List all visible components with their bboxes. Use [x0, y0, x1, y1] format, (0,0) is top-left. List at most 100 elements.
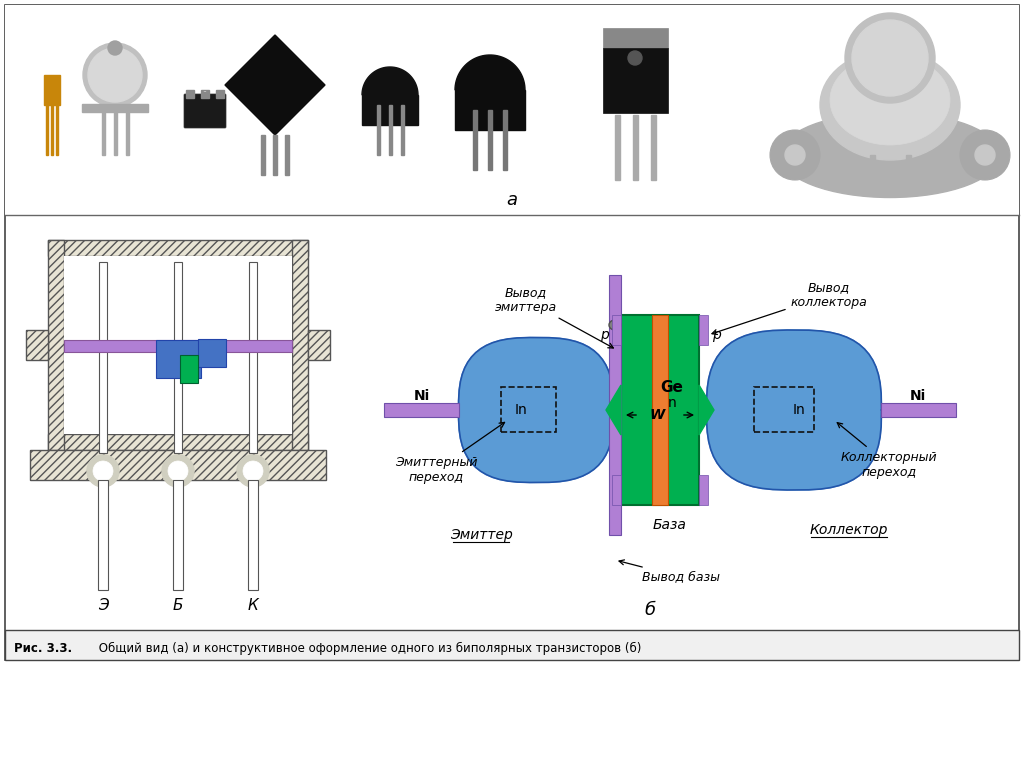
Bar: [48, 240, 308, 256]
Bar: [473, 110, 477, 170]
Bar: [699, 475, 708, 505]
Bar: [48, 434, 308, 450]
Text: In: In: [793, 403, 805, 417]
Text: Б: Б: [173, 597, 183, 613]
Text: К: К: [248, 597, 258, 613]
Polygon shape: [455, 55, 525, 90]
Text: Ni: Ni: [910, 389, 926, 403]
Bar: [5, 5, 1019, 215]
Text: In: In: [515, 403, 527, 417]
Bar: [82, 104, 148, 112]
Bar: [156, 340, 201, 378]
Polygon shape: [459, 337, 613, 482]
Bar: [905, 155, 910, 190]
Bar: [362, 95, 418, 125]
Bar: [621, 315, 699, 505]
Bar: [501, 387, 556, 432]
Circle shape: [87, 455, 119, 487]
Bar: [48, 240, 63, 450]
Bar: [488, 110, 492, 170]
Bar: [48, 240, 63, 450]
Text: WLs: WLs: [198, 75, 213, 84]
Polygon shape: [362, 67, 418, 95]
Polygon shape: [606, 385, 621, 435]
Circle shape: [93, 461, 113, 481]
Bar: [609, 275, 621, 535]
Circle shape: [852, 20, 928, 96]
Bar: [126, 112, 128, 155]
Bar: [308, 330, 330, 360]
Bar: [114, 112, 117, 155]
Text: Коллекторный
переход: Коллекторный переход: [838, 423, 937, 479]
Text: p: p: [712, 328, 720, 342]
Bar: [273, 135, 278, 175]
Polygon shape: [225, 35, 325, 135]
Bar: [174, 262, 182, 453]
Circle shape: [961, 130, 1010, 180]
Polygon shape: [707, 330, 882, 490]
Text: Эмиттерный
переход: Эмиттерный переход: [394, 423, 505, 484]
Bar: [63, 256, 292, 434]
Bar: [26, 330, 48, 360]
Bar: [699, 315, 708, 345]
Text: p: p: [600, 328, 608, 342]
Ellipse shape: [820, 50, 961, 160]
Circle shape: [628, 51, 642, 65]
Bar: [46, 105, 48, 155]
Text: Вывод базы: Вывод базы: [620, 560, 720, 584]
Bar: [603, 28, 668, 48]
Text: а: а: [507, 191, 517, 209]
Polygon shape: [699, 385, 714, 435]
Bar: [201, 90, 209, 98]
Text: W: W: [649, 408, 665, 422]
Bar: [455, 90, 525, 130]
Bar: [30, 450, 326, 480]
FancyBboxPatch shape: [184, 94, 226, 128]
Text: Э: Э: [97, 597, 109, 613]
Bar: [650, 115, 655, 180]
Bar: [248, 480, 258, 590]
Circle shape: [785, 145, 805, 165]
Circle shape: [243, 461, 263, 481]
Bar: [388, 105, 391, 155]
Bar: [249, 262, 257, 453]
Text: Ni: Ni: [414, 389, 430, 403]
Ellipse shape: [830, 55, 950, 145]
Bar: [5, 630, 1019, 660]
Bar: [216, 90, 224, 98]
Bar: [377, 105, 380, 155]
Bar: [198, 339, 226, 367]
Bar: [44, 75, 60, 105]
Bar: [308, 330, 330, 360]
Bar: [612, 315, 621, 345]
Text: Эмиттер: Эмиттер: [450, 528, 512, 542]
Bar: [400, 105, 403, 155]
Circle shape: [845, 13, 935, 103]
Bar: [173, 480, 183, 590]
Bar: [48, 240, 308, 256]
Bar: [48, 434, 308, 450]
Circle shape: [162, 455, 194, 487]
Bar: [56, 105, 58, 155]
Bar: [98, 480, 108, 590]
Bar: [292, 240, 308, 450]
Bar: [652, 315, 668, 505]
Text: Коллектор: Коллектор: [810, 523, 888, 537]
Circle shape: [975, 145, 995, 165]
Text: n: n: [668, 396, 677, 410]
Bar: [99, 262, 106, 453]
Bar: [285, 135, 289, 175]
Bar: [26, 330, 48, 360]
Bar: [261, 135, 265, 175]
Circle shape: [237, 455, 269, 487]
Bar: [869, 155, 874, 190]
Bar: [614, 115, 620, 180]
Circle shape: [88, 48, 142, 102]
Bar: [603, 48, 668, 113]
Bar: [754, 387, 814, 432]
Text: Общий вид (а) и конструктивное оформление одного из биполярных транзисторов (б): Общий вид (а) и конструктивное оформлени…: [95, 641, 641, 654]
Text: ::: ::: [203, 85, 208, 94]
Bar: [51, 105, 53, 155]
Text: Рис. 3.3.: Рис. 3.3.: [14, 641, 72, 654]
Text: Вывод
коллектора: Вывод коллектора: [712, 281, 867, 334]
